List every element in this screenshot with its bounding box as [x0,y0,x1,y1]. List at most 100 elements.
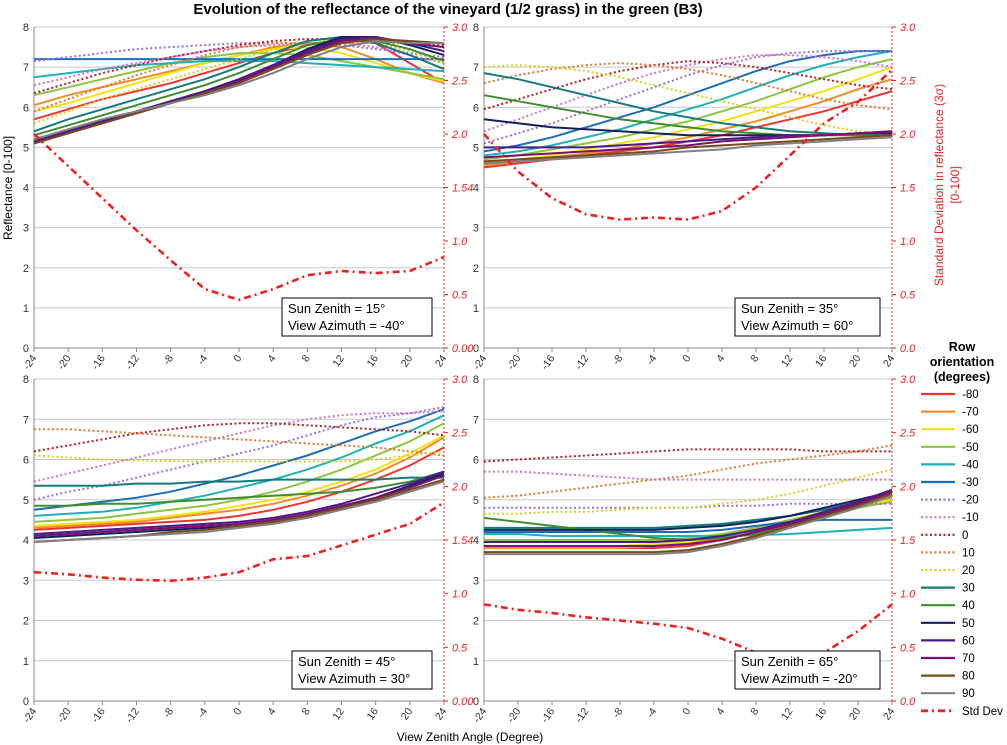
secondary-y-tick-label: 3.0 [900,22,916,34]
y-axis-label: Reflectance [0-100] [1,136,15,240]
secondary-y-tick-label: 2.5 [899,428,916,440]
legend-title: Row [949,340,976,354]
series-line-20 [33,38,445,125]
series-line-0 [33,422,445,453]
y-tick-label: 0 [23,343,29,355]
series-line--60 [483,66,893,165]
y-tick-label: 6 [23,455,29,467]
x-tick-label: -20 [55,353,74,372]
x-tick-label: -16 [89,353,108,372]
series-line-60 [484,488,893,543]
y-tick-label: 3 [473,575,479,587]
x-tick-label: -16 [89,706,108,725]
y-tick-label: 7 [473,414,479,426]
std-dev-line [483,68,893,221]
legend-label: 60 [962,635,975,647]
series-line-20 [484,468,893,515]
x-tick-label: -12 [573,706,592,725]
x-tick-label: 24 [881,353,898,370]
annotation-text: Sun Zenith = 45° [298,654,395,669]
secondary-y-tick-label: 2.0 [899,129,916,141]
x-tick-label: 24 [433,353,450,370]
x-tick-label: -12 [123,353,142,372]
series-line--50 [483,58,893,161]
x-tick-label: 20 [399,353,416,370]
secondary-y-tick-label: 2.0 [451,129,468,141]
series-line-80 [483,134,893,163]
secondary-y-tick-label: 0.5 [452,642,468,654]
series-line--10 [484,470,892,481]
series-line-60 [33,36,445,143]
series-line--40 [33,60,445,79]
x-tick-label: -4 [644,706,659,721]
secondary-y-tick-label: 0.0 [900,343,916,355]
legend-label: -40 [962,459,979,471]
y-tick-label: 7 [473,62,479,74]
legend-label: -10 [962,512,979,524]
x-tick-label: -8 [610,706,625,721]
x-tick-label: 8 [300,353,313,365]
legend-label: -20 [962,495,979,507]
x-tick-label: 16 [365,353,382,370]
x-tick-label: -24 [471,706,490,725]
series-line--30 [33,408,445,511]
annotation-text: View Azimuth = -20° [741,671,858,686]
secondary-y-tick-label: 2.0 [899,481,916,493]
annotation-text: Sun Zenith = 15° [288,301,385,316]
y-tick-label: 8 [23,374,29,386]
legend-label: 90 [962,688,975,700]
x-tick-label: 12 [330,353,347,370]
y-tick-label: 8 [473,374,479,386]
secondary-y-tick-label: 0.0 [900,696,916,708]
x-tick-label: 0 [231,706,244,718]
y-tick-label: 8 [473,22,479,34]
series-line--60 [33,434,445,527]
y-tick-label: 4 [23,183,29,195]
secondary-y-tick-label: 2.5 [451,428,468,440]
series-line-80 [33,38,445,145]
secondary-y-tick-label: 0.5 [452,290,468,302]
secondary-y-tick-label: 3.0 [900,374,916,386]
y-tick-label: 3 [23,575,29,587]
x-tick-label: 16 [813,706,830,723]
x-axis-label: View Zenith Angle (Degree) [397,730,544,744]
series-line-10 [483,62,893,111]
y-tick-label: 4 [473,183,479,195]
y-tick-label: 2 [473,263,479,275]
y-tick-label: 4 [23,535,29,547]
series-line-90 [33,40,444,141]
x-tick-label: -4 [644,353,659,368]
x-tick-label: 4 [265,353,278,365]
y-tick-label: 0 [473,343,479,355]
x-tick-label: -12 [123,706,142,725]
x-tick-label: 12 [779,353,796,370]
x-tick-label: 16 [365,706,382,723]
x-tick-label: 20 [399,706,416,723]
y-tick-label: 2 [23,263,29,275]
series-line-90 [483,136,893,165]
legend-title: orientation [930,355,995,369]
series-line-20 [33,450,445,463]
series-line-30 [484,492,893,529]
secondary-y-tick-label: 1.54 [452,535,473,547]
series-line-90 [484,494,893,556]
annotation-box [291,650,433,690]
x-tick-label: 20 [847,353,864,370]
x-tick-label: -20 [505,706,524,725]
legend-label: 50 [962,618,975,630]
x-tick-label: -20 [55,706,74,725]
series-line--10 [33,42,445,87]
x-tick-label: -4 [195,353,210,368]
y-tick-label: 3 [473,223,479,235]
y-tick-label: 5 [23,495,29,507]
series-line-30 [34,476,444,487]
y-tick-label: 1 [473,303,479,315]
x-tick-label: 0 [680,353,693,365]
x-tick-label: 8 [748,706,761,718]
y-tick-label: 6 [473,455,479,467]
annotation-box [734,650,881,690]
series-line-30 [33,36,445,133]
y-tick-label: 0 [23,696,29,708]
secondary-y-tick-label: 1.0 [900,589,916,601]
